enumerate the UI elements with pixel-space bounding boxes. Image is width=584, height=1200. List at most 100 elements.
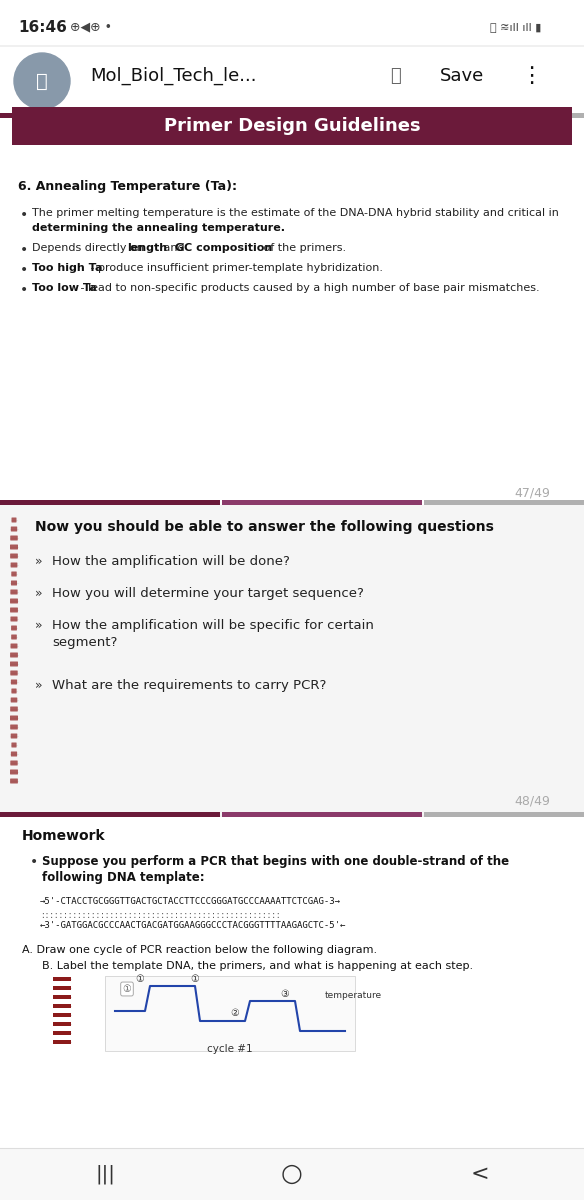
Bar (12, 107, 572, 145)
Text: <: < (471, 1164, 489, 1184)
FancyBboxPatch shape (11, 679, 17, 684)
Text: •: • (30, 854, 38, 869)
Text: - lead to non-specific products caused by a high number of base pair mismatches.: - lead to non-specific products caused b… (77, 283, 540, 293)
Text: »: » (35, 587, 43, 600)
FancyBboxPatch shape (12, 517, 16, 522)
Bar (0, 817, 584, 1200)
Bar (53, 986, 71, 990)
FancyBboxPatch shape (10, 725, 18, 730)
Bar (53, 977, 71, 982)
Text: determining the annealing temperature.: determining the annealing temperature. (32, 223, 285, 233)
FancyBboxPatch shape (10, 653, 18, 658)
Text: ①: ① (190, 974, 199, 984)
Text: 47/49: 47/49 (514, 487, 550, 500)
FancyBboxPatch shape (11, 761, 18, 766)
Text: Too high Ta: Too high Ta (32, 263, 103, 272)
Bar (0, 1148, 584, 1200)
FancyBboxPatch shape (12, 743, 16, 748)
Text: •: • (20, 208, 28, 222)
FancyBboxPatch shape (11, 625, 17, 630)
Text: length: length (127, 242, 167, 253)
Text: |||: ||| (95, 1164, 115, 1183)
Text: ①: ① (123, 984, 131, 994)
Text: Suppose you perform a PCR that begins with one double-strand of the: Suppose you perform a PCR that begins wi… (42, 854, 509, 868)
FancyBboxPatch shape (11, 643, 18, 648)
FancyBboxPatch shape (11, 563, 18, 568)
Text: •: • (20, 242, 28, 257)
FancyBboxPatch shape (11, 527, 17, 532)
Bar (0, 118, 584, 508)
Bar (53, 1022, 71, 1026)
FancyBboxPatch shape (11, 617, 18, 622)
Text: Depends directly on: Depends directly on (32, 242, 147, 253)
Text: ⋮: ⋮ (520, 66, 543, 86)
Text: Mol_Biol_Tech_le...: Mol_Biol_Tech_le... (90, 67, 256, 85)
Text: How you will determine your target sequence?: How you will determine your target seque… (52, 587, 364, 600)
Text: cycle #1: cycle #1 (207, 1044, 253, 1054)
Text: ○: ○ (281, 1162, 303, 1186)
Text: 49/49: 49/49 (515, 1159, 550, 1172)
FancyBboxPatch shape (10, 769, 18, 774)
Bar (424, 113, 584, 118)
Text: 48/49: 48/49 (514, 794, 550, 806)
Text: »: » (35, 679, 43, 692)
Bar (105, 976, 355, 1051)
FancyBboxPatch shape (10, 779, 18, 784)
Text: Save: Save (440, 67, 484, 85)
FancyBboxPatch shape (11, 697, 18, 702)
FancyBboxPatch shape (10, 715, 18, 720)
Text: Now you should be able to answer the following questions: Now you should be able to answer the fol… (35, 520, 494, 534)
Text: ③: ③ (281, 989, 290, 998)
Text: ::::::::::::::::::::::::::::::::::::::::::::::::::::: ::::::::::::::::::::::::::::::::::::::::… (40, 911, 280, 920)
Text: ①: ① (135, 974, 144, 984)
FancyBboxPatch shape (10, 599, 18, 604)
Text: temperature: temperature (325, 991, 382, 1001)
FancyBboxPatch shape (11, 751, 17, 756)
Bar (222, 113, 422, 118)
Bar (0, 0, 584, 44)
FancyBboxPatch shape (11, 535, 18, 540)
Text: •: • (20, 283, 28, 296)
Text: •: • (20, 263, 28, 277)
Text: What are the requirements to carry PCR?: What are the requirements to carry PCR? (52, 679, 326, 692)
Text: B. Label the template DNA, the primers, and what is happening at each step.: B. Label the template DNA, the primers, … (42, 961, 473, 971)
Text: →5'-CTACCTGCGGGTTGACTGCTACCTTCCCGGGATGCCCAAAATTCTCGAG-3→: →5'-CTACCTGCGGGTTGACTGCTACCTTCCCGGGATGCC… (40, 898, 341, 906)
Text: - produce insufficient primer-template hybridization.: - produce insufficient primer-template h… (87, 263, 383, 272)
Bar (53, 1013, 71, 1018)
Bar (0, 500, 220, 505)
FancyBboxPatch shape (10, 661, 18, 666)
FancyBboxPatch shape (11, 635, 17, 640)
Bar (0, 812, 220, 817)
Bar (424, 812, 584, 817)
FancyBboxPatch shape (11, 589, 18, 594)
Text: »: » (35, 619, 43, 632)
Bar (53, 1040, 71, 1044)
Bar (53, 995, 71, 998)
FancyBboxPatch shape (11, 671, 18, 676)
Text: A. Draw one cycle of PCR reaction below the following diagram.: A. Draw one cycle of PCR reaction below … (22, 946, 377, 955)
FancyBboxPatch shape (10, 553, 18, 558)
Text: 📖: 📖 (390, 67, 401, 85)
Bar (222, 500, 422, 505)
Text: ⊕◀⊕ •: ⊕◀⊕ • (70, 20, 112, 34)
Text: »: » (35, 554, 43, 568)
Text: How the amplification will be done?: How the amplification will be done? (52, 554, 290, 568)
Text: 🔇 ≋ıll ıll ▮: 🔇 ≋ıll ıll ▮ (490, 22, 541, 32)
FancyBboxPatch shape (11, 733, 18, 738)
Bar (0, 113, 220, 118)
FancyBboxPatch shape (10, 707, 18, 712)
Text: How the amplification will be specific for certain
segment?: How the amplification will be specific f… (52, 619, 374, 649)
Text: 6. Annealing Temperature (Ta):: 6. Annealing Temperature (Ta): (18, 180, 237, 193)
Text: following DNA template:: following DNA template: (42, 871, 204, 884)
Bar (222, 812, 422, 817)
Text: Primer Design Guidelines: Primer Design Guidelines (164, 116, 420, 134)
FancyBboxPatch shape (11, 571, 17, 576)
Bar (53, 1031, 71, 1034)
Bar (0, 47, 584, 115)
Text: Homework: Homework (22, 829, 106, 842)
Bar (0, 505, 584, 815)
Text: and: and (160, 242, 188, 253)
Circle shape (14, 53, 70, 109)
Text: ②: ② (231, 1008, 239, 1018)
FancyBboxPatch shape (11, 689, 16, 694)
